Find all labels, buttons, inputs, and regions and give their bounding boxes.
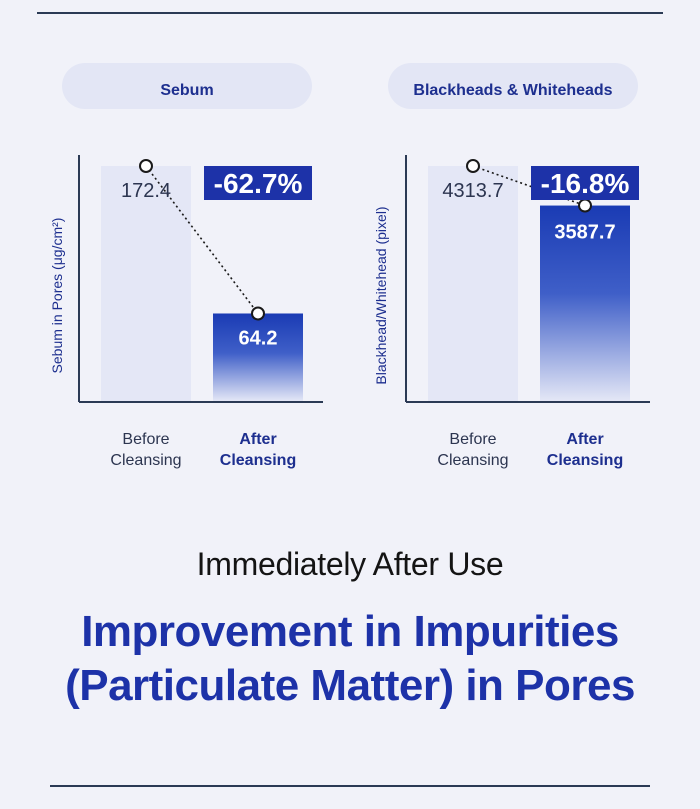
value-label-before: 172.4 xyxy=(121,180,171,202)
headline-line-1: Improvement in Impurities xyxy=(81,607,619,656)
subtitle: Immediately After Use xyxy=(196,546,504,582)
chart-title-pill xyxy=(388,63,638,109)
change-label: -62.7% xyxy=(214,168,303,199)
bar-before xyxy=(101,166,191,401)
category-label-after: After Cleansing xyxy=(220,431,296,469)
change-connector xyxy=(145,165,259,314)
point-before xyxy=(466,159,480,173)
change-label: -16.8% xyxy=(541,168,630,199)
bar-after xyxy=(213,313,303,401)
chart-title: Sebum xyxy=(160,82,213,99)
category-label-before: Before Cleansing xyxy=(437,431,508,469)
chart-panel-1: Sebum Sebum in Pores (μg/cm²) 172.4 64.2 -62… xyxy=(49,63,323,469)
chart-panel-2: Blackheads & Whiteheads Blackhead/Whitehe… xyxy=(373,63,650,469)
value-label-before: 4313.7 xyxy=(442,180,503,202)
point-after xyxy=(578,198,592,213)
bar-before xyxy=(428,166,518,401)
charts-area: Sebum Sebum in Pores (μg/cm²) 172.4 64.2 -62… xyxy=(49,63,650,469)
top-divider xyxy=(37,12,663,14)
chart-title: Blackheads & Whiteheads xyxy=(413,82,612,99)
y-axis-label: Blackhead/Whitehead (pixel) xyxy=(373,206,389,384)
point-before xyxy=(139,159,153,173)
change-badge xyxy=(531,166,639,200)
headline-line-2: (Particulate Matter) in Pores xyxy=(65,661,635,710)
bottom-divider xyxy=(50,785,650,787)
y-axis-label: Sebum in Pores (μg/cm²) xyxy=(49,218,65,374)
category-label-before: Before Cleansing xyxy=(110,431,181,469)
point-after xyxy=(251,306,265,321)
value-label-after: 3587.7 xyxy=(554,222,615,244)
value-label-after: 64.2 xyxy=(239,327,278,349)
headline: Improvement in Impurities (Particulate M… xyxy=(0,605,700,713)
chart-title-pill xyxy=(62,63,312,109)
comparison-charts: Sebum Sebum in Pores (μg/cm²) 172.4 64.2 -62… xyxy=(49,63,650,469)
bar-after xyxy=(540,205,630,401)
category-label-after: After Cleansing xyxy=(547,431,623,469)
change-badge xyxy=(204,166,312,200)
